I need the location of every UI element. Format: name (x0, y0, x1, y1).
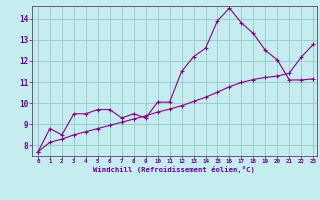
X-axis label: Windchill (Refroidissement éolien,°C): Windchill (Refroidissement éolien,°C) (93, 166, 255, 173)
